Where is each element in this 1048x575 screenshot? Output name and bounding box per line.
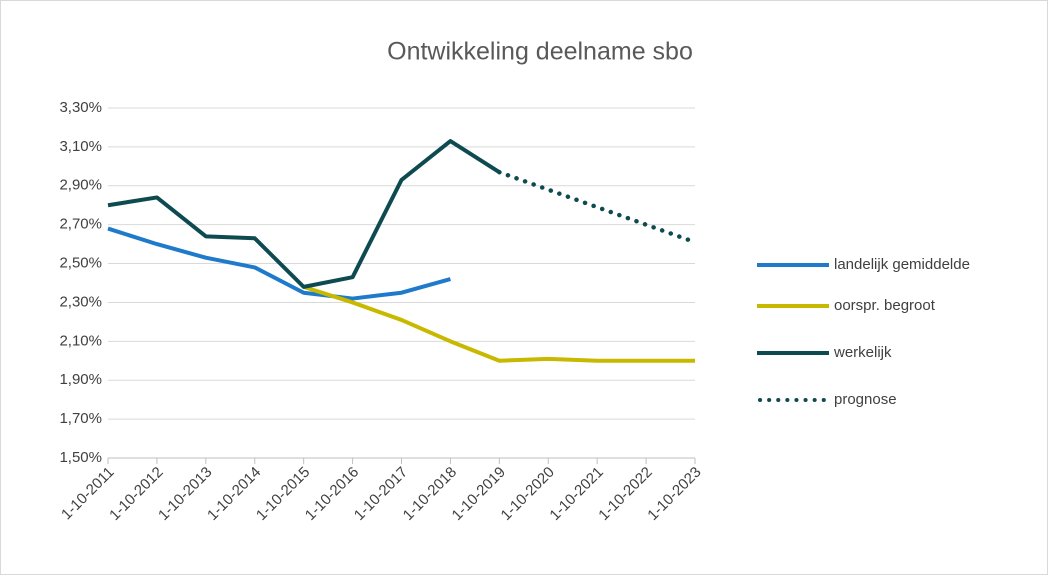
legend-label: landelijk gemiddelde (834, 256, 970, 273)
y-tick-label: 3,30% (59, 99, 102, 116)
series-line (497, 169, 698, 245)
legend-label: werkelijk (833, 344, 892, 361)
y-tick-label: 2,50% (59, 255, 102, 272)
legend-label: oorspr. begroot (834, 297, 936, 314)
series-line (107, 139, 501, 289)
y-tick-label: 2,70% (59, 216, 102, 233)
y-tick-label: 2,90% (59, 177, 102, 194)
series-line (303, 284, 695, 363)
chart-title: Ontwikkeling deelname sbo (387, 38, 693, 66)
y-tick-label: 2,10% (59, 332, 102, 349)
y-tick-label: 1,50% (59, 449, 102, 466)
series-line (107, 226, 451, 301)
y-tick-label: 3,10% (59, 138, 102, 155)
y-tick-label: 1,90% (59, 371, 102, 388)
y-tick-label: 1,70% (59, 410, 102, 427)
legend-label: prognose (834, 391, 897, 408)
y-tick-label: 2,30% (59, 293, 102, 310)
